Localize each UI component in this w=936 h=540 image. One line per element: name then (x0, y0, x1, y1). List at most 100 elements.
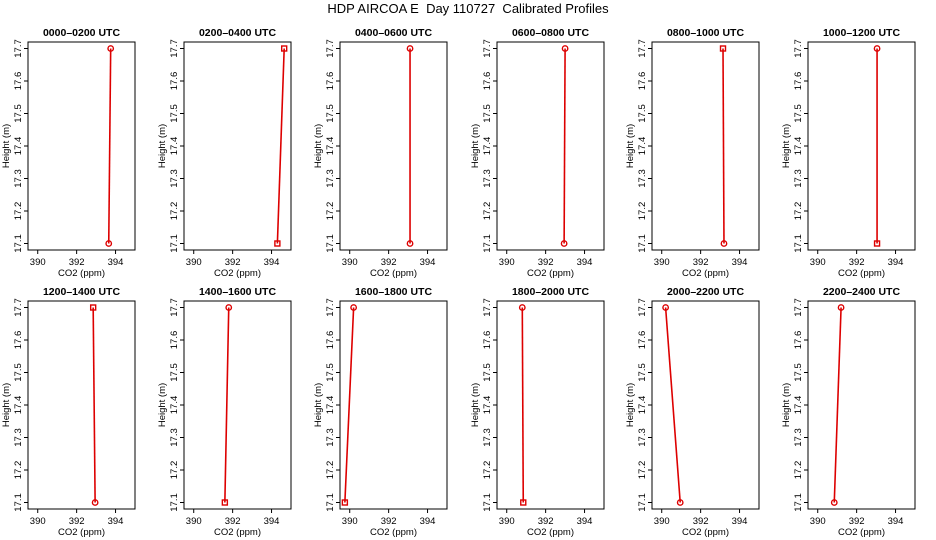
x-tick-label: 392 (69, 257, 85, 268)
panel-title: 1200–1400 UTC (43, 286, 120, 298)
x-axis-label: CO2 (ppm) (370, 527, 417, 538)
y-tick-label: 17.1 (637, 234, 648, 253)
y-tick-label: 17.7 (637, 39, 648, 58)
data-point-circle (560, 240, 568, 247)
y-tick-label: 17.6 (13, 72, 24, 91)
x-tick-label: 392 (225, 257, 241, 268)
plot-frame (496, 300, 605, 510)
panel-title: 1600–1800 UTC (355, 286, 432, 298)
x-axis-label: CO2 (ppm) (838, 268, 885, 279)
x-tick-label: 392 (693, 257, 709, 268)
y-tick-label: 17.1 (637, 493, 648, 512)
y-tick-label: 17.2 (637, 202, 648, 221)
y-tick-label: 17.1 (169, 234, 180, 253)
data-point-square (719, 45, 727, 52)
x-tick-label: 394 (264, 516, 280, 527)
y-tick-label: 17.2 (482, 202, 493, 221)
x-axis-label: CO2 (ppm) (527, 268, 574, 279)
data-point-square (873, 240, 881, 247)
y-axis-label: Height (m) (470, 124, 481, 168)
y-tick-label: 17.4 (169, 137, 180, 156)
y-tick-label: 17.3 (13, 428, 24, 447)
x-tick-label: 394 (264, 257, 280, 268)
y-tick-label: 17.1 (325, 234, 336, 253)
y-tick-label: 17.7 (482, 39, 493, 58)
y-axis-label: Height (m) (313, 383, 324, 427)
data-point-circle (720, 240, 728, 247)
data-point-circle (91, 499, 99, 506)
panel-title: 1400–1600 UTC (199, 286, 276, 298)
y-tick-label: 17.4 (169, 396, 180, 415)
y-tick-label: 17.5 (13, 104, 24, 123)
y-axis-label: Height (m) (157, 383, 168, 427)
x-tick-label: 392 (849, 516, 865, 527)
profile-line (722, 48, 725, 244)
y-tick-label: 17.4 (13, 137, 24, 156)
y-axis-label: Height (m) (470, 383, 481, 427)
y-tick-label: 17.4 (13, 396, 24, 415)
y-tick-label: 17.5 (169, 363, 180, 382)
data-point-circle (518, 304, 526, 311)
y-tick-label: 17.2 (13, 202, 24, 221)
y-tick-label: 17.5 (325, 104, 336, 123)
y-tick-label: 17.7 (325, 39, 336, 58)
panel-2: 0200–0400 UTC 390 392 394 17.1 17.2 17.3 17.4 17… (157, 27, 292, 279)
panel-7: 1200–1400 UTC 390 392 394 17.1 17.2 17.3 17.4 17… (1, 286, 136, 538)
data-point-circle (873, 45, 881, 52)
panel-title: 2200–2400 UTC (823, 286, 900, 298)
y-tick-label: 17.6 (793, 72, 804, 91)
profile-line (563, 48, 566, 244)
y-tick-label: 17.7 (637, 298, 648, 317)
panel-title: 1800–2000 UTC (512, 286, 589, 298)
y-tick-label: 17.1 (169, 493, 180, 512)
y-tick-label: 17.4 (637, 137, 648, 156)
x-tick-label: 392 (381, 516, 397, 527)
y-tick-label: 17.2 (325, 461, 336, 480)
x-tick-label: 390 (499, 257, 515, 268)
x-tick-label: 392 (693, 516, 709, 527)
y-tick-label: 17.2 (13, 461, 24, 480)
x-axis-label: CO2 (ppm) (682, 268, 729, 279)
profile-line (92, 307, 96, 503)
y-tick-label: 17.5 (482, 104, 493, 123)
y-tick-label: 17.1 (13, 234, 24, 253)
x-tick-label: 390 (654, 516, 670, 527)
y-tick-label: 17.3 (793, 169, 804, 188)
y-axis-label: Height (m) (157, 124, 168, 168)
x-tick-label: 394 (108, 516, 124, 527)
panel-title: 0200–0400 UTC (199, 27, 276, 39)
panel-6: 1000–1200 UTC 390 392 394 17.1 17.2 17.3 17.4 17… (781, 27, 916, 279)
x-axis-label: CO2 (ppm) (370, 268, 417, 279)
x-tick-label: 394 (108, 257, 124, 268)
y-tick-label: 17.6 (793, 331, 804, 350)
x-axis-label: CO2 (ppm) (838, 527, 885, 538)
y-tick-label: 17.5 (793, 363, 804, 382)
panel-3: 0400–0600 UTC 390 392 394 17.1 17.2 17.3 17.4 17… (313, 27, 448, 279)
panel-1: 0000–0200 UTC 390 392 394 17.1 17.2 17.3 17.4 17… (1, 27, 136, 279)
x-tick-label: 392 (849, 257, 865, 268)
y-tick-label: 17.7 (482, 298, 493, 317)
y-tick-label: 17.4 (325, 396, 336, 415)
y-tick-label: 17.5 (482, 363, 493, 382)
panel-title: 2000–2200 UTC (667, 286, 744, 298)
y-tick-label: 17.5 (169, 104, 180, 123)
y-tick-label: 17.5 (793, 104, 804, 123)
figure-title: HDP AIRCOA E Day 110727 Calibrated Profi… (327, 1, 609, 16)
y-tick-label: 17.2 (482, 461, 493, 480)
y-tick-label: 17.1 (482, 493, 493, 512)
y-tick-label: 17.3 (13, 169, 24, 188)
data-point-square (221, 499, 229, 506)
x-tick-label: 392 (225, 516, 241, 527)
x-tick-label: 392 (538, 516, 554, 527)
y-tick-label: 17.6 (169, 331, 180, 350)
plot-frame (183, 41, 292, 251)
panel-5: 0800–1000 UTC 390 392 394 17.1 17.2 17.3 17.4 17… (625, 27, 760, 279)
y-tick-label: 17.2 (325, 202, 336, 221)
data-point-square (89, 304, 97, 311)
y-tick-label: 17.6 (637, 331, 648, 350)
y-tick-label: 17.6 (325, 72, 336, 91)
y-axis-label: Height (m) (625, 383, 636, 427)
y-tick-label: 17.7 (325, 298, 336, 317)
profile-line (664, 307, 682, 503)
y-tick-label: 17.2 (793, 461, 804, 480)
